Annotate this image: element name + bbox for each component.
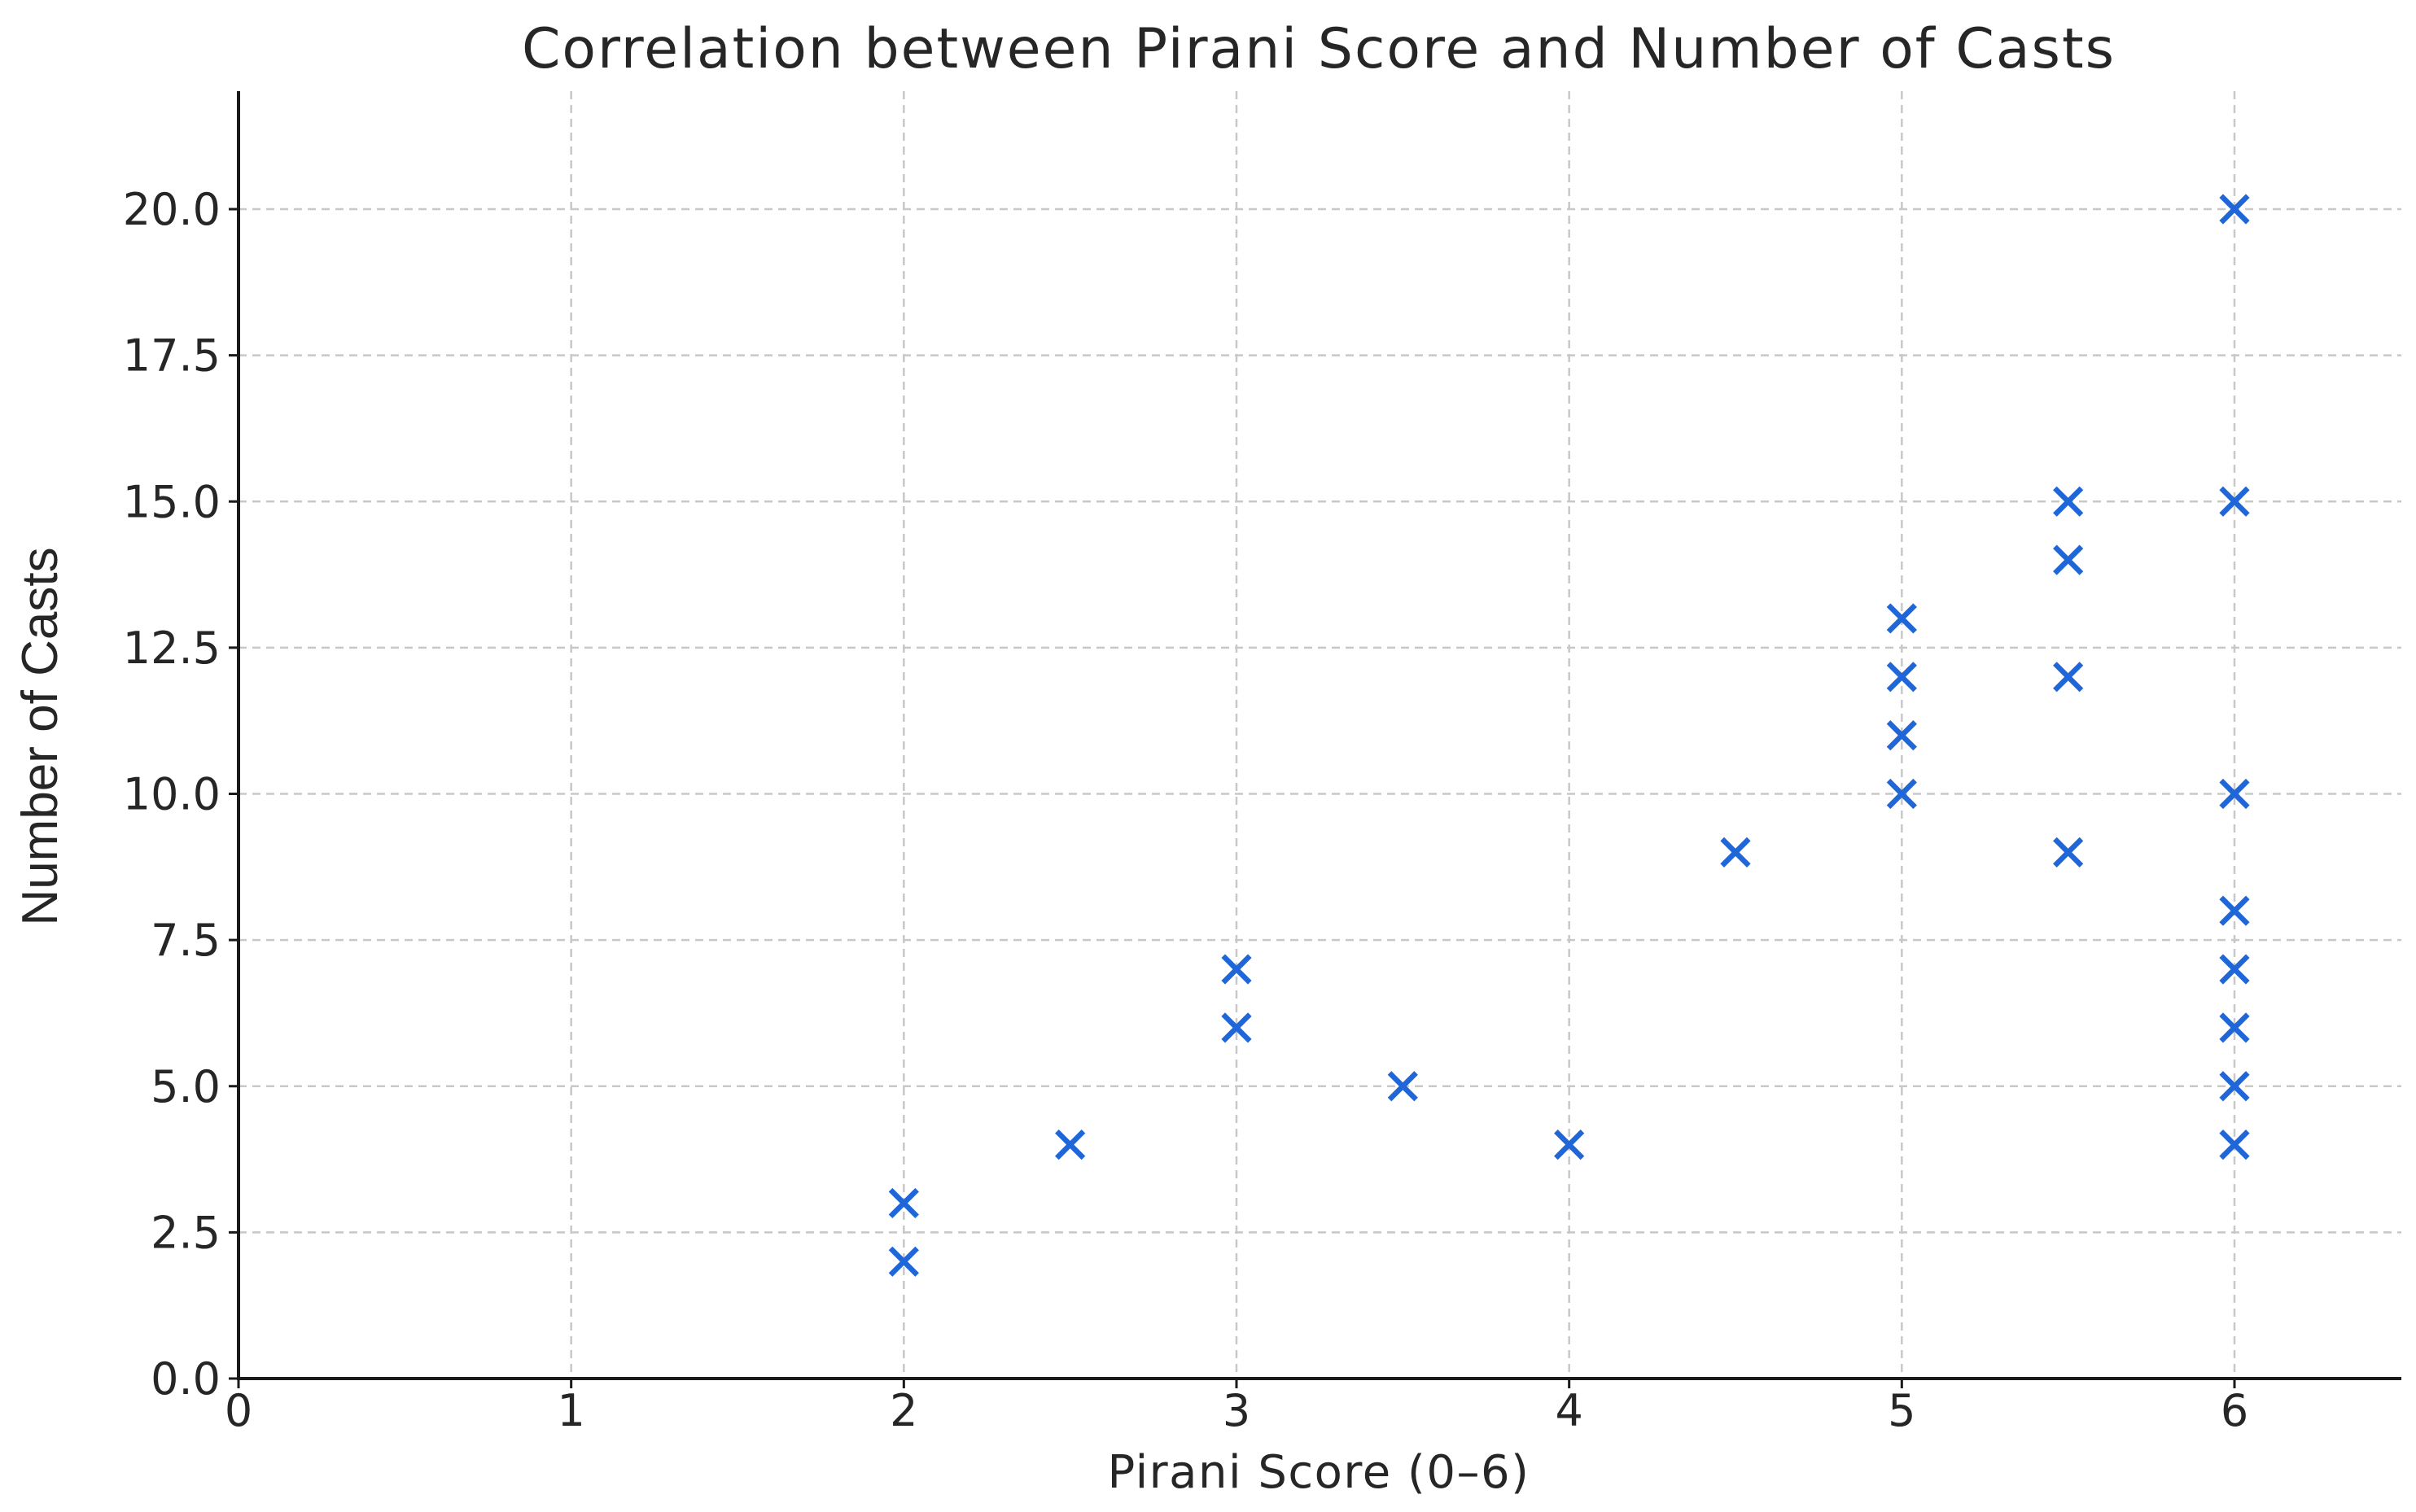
x-tick-label: 1 (557, 1385, 584, 1436)
data-point (1886, 778, 1917, 810)
y-tick-label: 7.5 (151, 915, 221, 966)
y-tick-labels: 0.0 2.5 5.0 7.5 10.0 12.5 15.0 17.5 20.0 (123, 184, 221, 1405)
data-point (1387, 1071, 1418, 1102)
data-point (2053, 837, 2084, 867)
y-axis-label: Number of Casts (12, 547, 68, 925)
data-point (888, 1246, 919, 1277)
chart-title: Correlation between Pirani Score and Num… (522, 17, 2116, 81)
x-tick-label: 0 (225, 1385, 252, 1436)
y-tick-label: 10.0 (123, 769, 221, 820)
data-point (1886, 603, 1917, 634)
data-point (1221, 954, 1252, 985)
data-point (2219, 1071, 2250, 1102)
x-tick-label: 4 (1555, 1385, 1582, 1436)
data-point (2219, 486, 2250, 517)
data-point (1886, 720, 1917, 751)
x-tick-label: 6 (2221, 1385, 2248, 1436)
grid (239, 91, 2401, 1379)
data-point (2219, 895, 2250, 926)
data-point (1221, 1012, 1252, 1043)
data-point (1055, 1130, 1086, 1160)
y-tick-label: 15.0 (123, 476, 221, 527)
y-tick-label: 17.5 (123, 330, 221, 382)
axes (229, 91, 2401, 1388)
data-point (2219, 1012, 2250, 1043)
y-tick-label: 2.5 (151, 1207, 221, 1258)
x-tick-labels: 0 1 2 3 4 5 6 (225, 1385, 2248, 1436)
data-points (888, 194, 2250, 1277)
data-point (2219, 954, 2250, 985)
data-point (2053, 544, 2084, 575)
y-tick-label: 0.0 (151, 1353, 221, 1405)
x-tick-label: 3 (1223, 1385, 1250, 1436)
x-axis-label: Pirani Score (0–6) (1108, 1446, 1530, 1499)
data-point (2053, 662, 2084, 693)
data-point (1554, 1130, 1585, 1160)
y-tick-label: 5.0 (151, 1061, 221, 1112)
data-point (888, 1187, 919, 1219)
data-point (2219, 778, 2250, 810)
y-tick-label: 12.5 (123, 623, 221, 674)
x-tick-label: 2 (890, 1385, 917, 1436)
y-tick-label: 20.0 (123, 184, 221, 235)
x-tick-label: 5 (1888, 1385, 1915, 1436)
data-point (2219, 194, 2250, 225)
data-point (1720, 837, 1751, 867)
data-point (2219, 1130, 2250, 1160)
data-point (1886, 662, 1917, 693)
data-point (2053, 486, 2084, 517)
